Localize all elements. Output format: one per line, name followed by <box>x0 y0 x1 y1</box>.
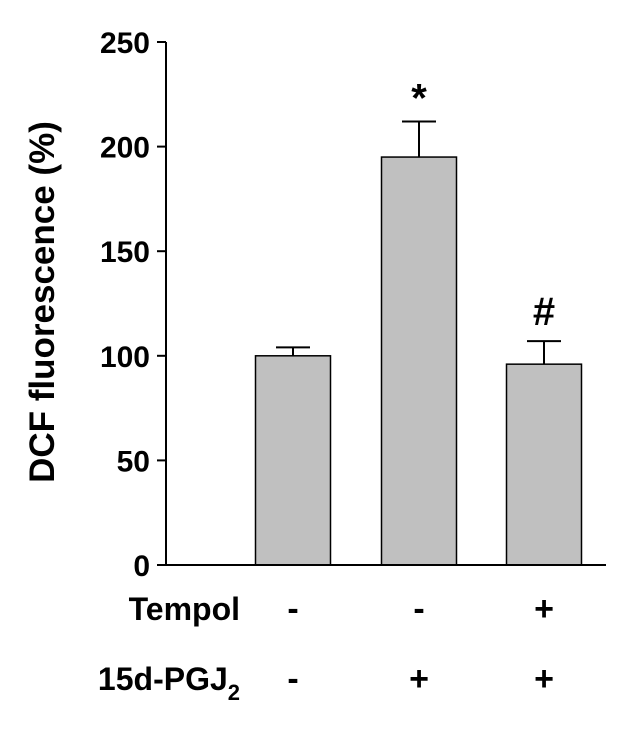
y-tick-label-0: 0 <box>133 550 150 583</box>
bar-1 <box>254 355 332 566</box>
error-bars-group <box>276 120 561 365</box>
condition-1-group-1: - <box>287 590 298 628</box>
condition-2-group-3: + <box>534 660 554 698</box>
condition-2-group-2: + <box>409 660 429 698</box>
condition-label-2: 15d-PGJ2 <box>98 661 240 705</box>
y-tick-label-250: 250 <box>100 27 150 60</box>
labels-group: * # Tempol - - +15d-PGJ2 - + + <box>98 76 555 705</box>
bars-group <box>254 156 583 566</box>
significance-mark-3: # <box>533 290 555 334</box>
condition-2-group-1: - <box>287 660 298 698</box>
condition-1-group-3: + <box>534 590 554 628</box>
bar-3 <box>505 363 583 566</box>
condition-1-group-2: - <box>413 590 424 628</box>
bar-2 <box>380 156 458 566</box>
y-tick-label-100: 100 <box>100 341 150 374</box>
significance-mark-2: * <box>411 76 427 120</box>
axes-group: 0 50 100 150 200 250 <box>100 27 606 583</box>
y-tick-label-150: 150 <box>100 236 150 269</box>
condition-label-1: Tempol <box>129 591 240 627</box>
y-tick-label-50: 50 <box>117 445 150 478</box>
y-tick-label-200: 200 <box>100 132 150 165</box>
y-axis-label: DCF fluorescence (%) <box>23 121 62 483</box>
